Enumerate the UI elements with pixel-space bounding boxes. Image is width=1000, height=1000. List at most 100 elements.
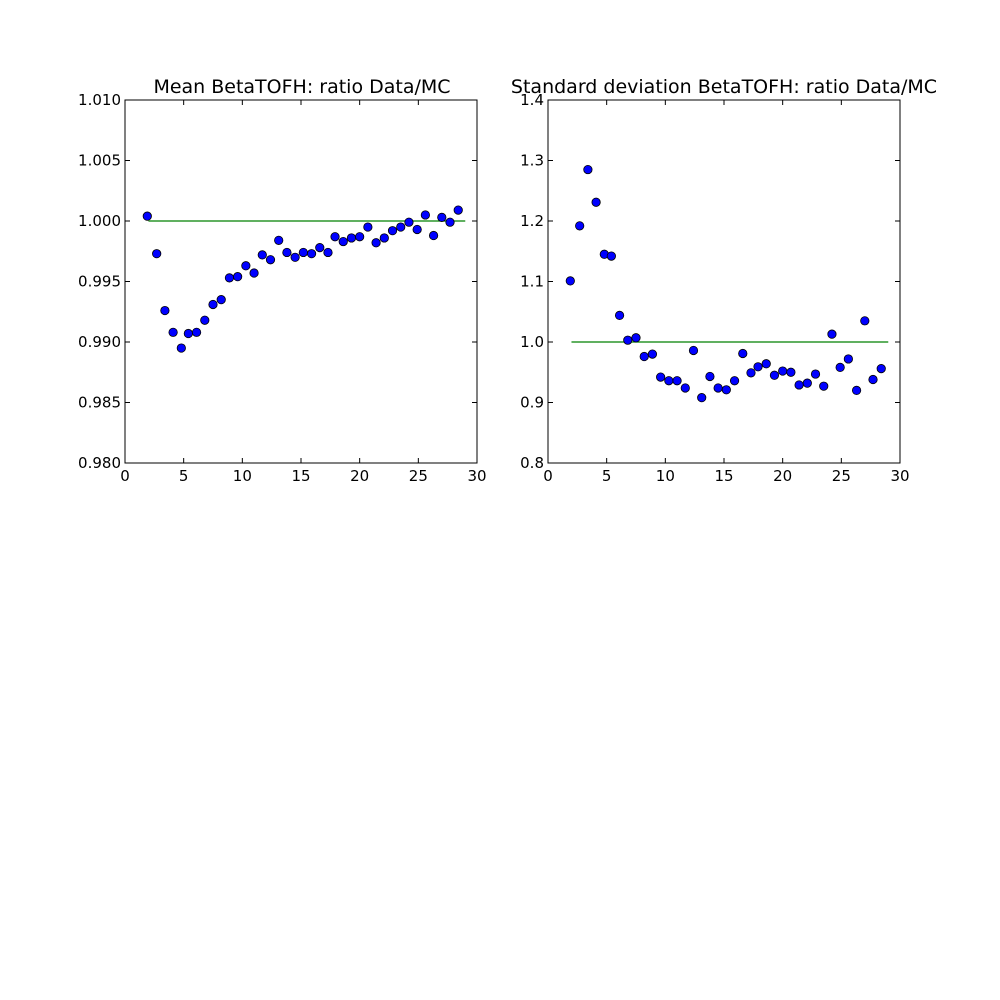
right-data-point <box>729 376 740 386</box>
right-data-point <box>623 335 633 345</box>
left-data-point <box>265 255 276 265</box>
left-data-point <box>428 230 439 241</box>
right-y-tick-label: 0.8 <box>520 454 544 472</box>
right-data-point <box>565 276 575 286</box>
left-data-point <box>160 305 170 316</box>
right-x-tick-label: 5 <box>602 467 612 485</box>
left-data-point <box>338 236 348 247</box>
left-data-point <box>453 205 463 215</box>
left-data-point <box>346 233 357 243</box>
right-data-point <box>680 383 690 393</box>
right-y-tick-label: 1.0 <box>520 333 544 351</box>
right-data-point <box>713 383 723 393</box>
left-x-tick-label: 0 <box>120 467 130 485</box>
right-x-tick-label: 20 <box>773 467 792 485</box>
right-data-point <box>583 164 593 175</box>
right-data-point <box>631 333 641 343</box>
left-y-tick-label: 1.000 <box>78 212 121 230</box>
left-data-point <box>404 217 414 227</box>
right-data-point <box>688 345 699 356</box>
right-x-tick-label: 0 <box>543 467 553 485</box>
left-data-point <box>363 222 373 232</box>
left-data-point <box>176 343 186 353</box>
left-chart: Mean BetaTOFH: ratio Data/MC 0 5 10 15 20 25 3… <box>78 76 487 485</box>
left-x-tick-label: 15 <box>291 467 310 485</box>
right-chart-title: Standard deviation BetaTOFH: ratio Data/… <box>511 76 937 98</box>
left-data-point <box>306 249 317 259</box>
left-data-point <box>298 247 308 258</box>
right-data-point <box>591 197 601 207</box>
right-x-tick-label: 30 <box>890 467 909 485</box>
right-data-point <box>827 329 837 339</box>
right-data-point <box>794 380 804 390</box>
right-data-point <box>738 348 748 359</box>
left-y-tick-label: 0.995 <box>78 273 121 291</box>
right-x-tick-label: 10 <box>656 467 675 485</box>
left-data-point <box>387 226 398 236</box>
left-data-point <box>183 328 193 339</box>
left-data-point <box>420 210 430 220</box>
left-data-point <box>168 327 178 337</box>
right-data-point <box>778 366 788 376</box>
left-data-point <box>249 268 259 278</box>
right-y-tick-label: 1.3 <box>520 152 544 170</box>
left-data-point <box>412 224 422 235</box>
left-data-point <box>257 250 267 260</box>
left-data-point <box>208 299 218 310</box>
left-y-tick-label: 0.980 <box>78 454 121 472</box>
right-data-point <box>746 368 756 378</box>
left-data-point <box>233 272 243 282</box>
right-y-tick-label: 1.2 <box>520 212 544 230</box>
left-data-point <box>274 235 284 245</box>
left-y-tick-label: 0.990 <box>78 333 121 351</box>
left-data-point <box>315 243 325 253</box>
left-data-point <box>330 232 340 242</box>
left-x-tick-label: 20 <box>350 467 369 485</box>
left-x-tick-label: 10 <box>233 467 252 485</box>
left-data-point <box>282 247 292 258</box>
right-data-point <box>786 367 796 377</box>
right-data-point <box>769 370 780 380</box>
right-data-point <box>721 385 731 395</box>
left-data-point <box>371 238 381 248</box>
left-data-point <box>200 315 210 325</box>
right-data-point <box>664 376 674 386</box>
right-data-point <box>575 221 585 231</box>
right-data-point <box>647 349 658 359</box>
right-data-point <box>860 316 870 326</box>
left-x-tick-label: 30 <box>467 467 486 485</box>
left-y-tick-label: 0.985 <box>78 394 121 412</box>
left-data-point <box>241 261 251 271</box>
left-data-point <box>355 232 365 242</box>
right-data-point <box>835 362 845 373</box>
right-x-tick-label: 25 <box>832 467 851 485</box>
left-chart-marks: 0 5 10 15 20 25 30 0.980 0.985 0.990 0.995 1.000 1.0… <box>78 91 487 485</box>
right-y-tick-label: 1.1 <box>520 273 544 291</box>
right-data-point <box>761 359 771 369</box>
left-data-point <box>216 295 226 305</box>
right-chart-marks: 0 5 10 15 20 25 30 0.8 0.9 1.0 1.1 1.2 1.3 1.4 <box>520 91 909 485</box>
left-data-point <box>142 211 152 221</box>
right-y-tick-label: 0.9 <box>520 394 544 412</box>
right-data-point <box>802 378 812 388</box>
right-data-point <box>843 354 853 364</box>
left-data-point <box>224 273 235 283</box>
left-data-point <box>396 222 406 232</box>
left-x-tick-label: 5 <box>179 467 189 485</box>
right-data-point <box>868 374 878 385</box>
right-data-point <box>606 251 616 261</box>
left-data-point <box>379 233 389 243</box>
right-data-point <box>672 376 682 386</box>
left-data-point <box>290 252 300 262</box>
left-data-point <box>152 249 162 259</box>
right-data-point <box>656 372 666 382</box>
right-data-point <box>753 362 763 372</box>
right-data-point <box>697 393 707 403</box>
left-chart-title: Mean BetaTOFH: ratio Data/MC <box>153 76 450 98</box>
left-data-point <box>191 327 202 337</box>
left-data-point <box>323 247 333 258</box>
left-x-tick-label: 25 <box>409 467 428 485</box>
right-data-point <box>810 369 821 379</box>
